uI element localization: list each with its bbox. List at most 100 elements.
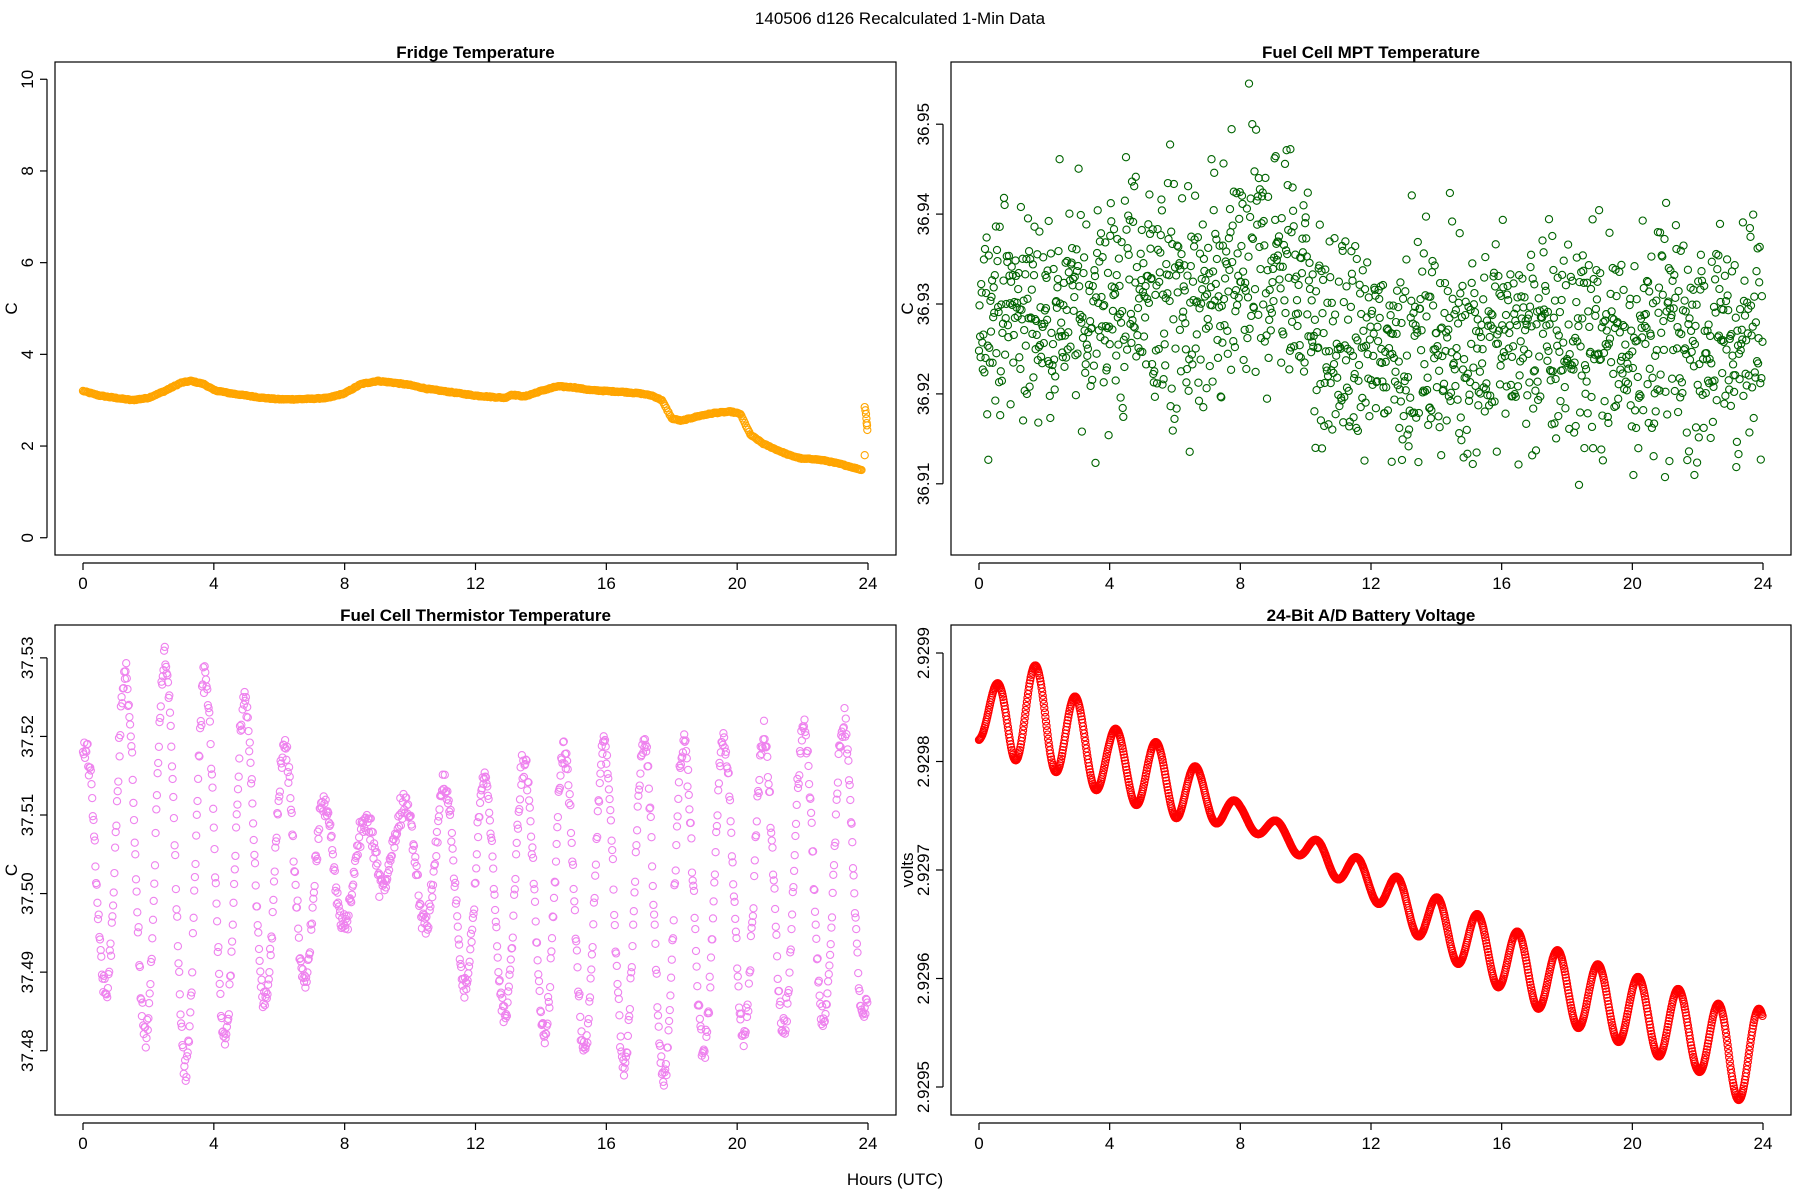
data-point (1208, 267, 1218, 276)
data-point (1426, 292, 1435, 301)
data-point (583, 1038, 592, 1047)
data-point (1045, 391, 1054, 401)
data-point (1003, 257, 1012, 267)
data-point (238, 705, 247, 714)
data-point (683, 782, 692, 791)
data-point (432, 827, 442, 837)
data-point (1147, 274, 1156, 283)
data-point (1471, 381, 1480, 391)
data-point (454, 940, 464, 949)
data-point (1024, 247, 1034, 256)
data-point (1047, 328, 1056, 338)
data-point (373, 859, 382, 868)
data-point (615, 1043, 625, 1052)
data-point (1066, 342, 1075, 351)
data-point (1307, 296, 1316, 305)
data-point (145, 989, 154, 998)
data-point (684, 790, 693, 800)
data-point (1602, 987, 1611, 996)
data-point (1143, 294, 1152, 303)
data-point (112, 821, 121, 830)
data-point (495, 976, 504, 985)
data-point (1251, 367, 1260, 377)
data-point (1302, 234, 1311, 243)
data-point (507, 943, 517, 953)
data-point (1420, 360, 1429, 369)
data-point (1119, 750, 1128, 759)
data-point (1680, 296, 1689, 305)
data-point (285, 772, 294, 781)
data-point (160, 642, 169, 652)
data-point (1478, 345, 1487, 354)
data-point (506, 955, 515, 964)
data-point (1627, 326, 1636, 335)
data-point (1456, 289, 1465, 298)
data-point (1213, 353, 1223, 363)
data-point (1054, 246, 1063, 256)
data-point (116, 731, 125, 740)
data-point (1734, 449, 1743, 459)
data-point (1394, 357, 1403, 366)
data-point (153, 769, 162, 778)
data-point (1725, 334, 1734, 344)
data-point (1426, 414, 1436, 423)
data-point (214, 942, 223, 952)
data-point (860, 451, 869, 460)
data-point (1330, 234, 1339, 243)
data-point (816, 999, 825, 1008)
data-point (731, 927, 741, 936)
data-point (237, 720, 246, 729)
data-point (465, 957, 474, 966)
data-point (1114, 254, 1124, 263)
data-point (1005, 736, 1015, 746)
data-point (1531, 446, 1541, 455)
data-point (647, 862, 657, 871)
data-point (1286, 145, 1295, 154)
data-point (112, 797, 122, 806)
data-point (1140, 313, 1150, 322)
data-point (1560, 382, 1569, 392)
data-point (212, 899, 221, 908)
data-point (190, 872, 200, 882)
data-point (544, 997, 553, 1007)
data-point (1467, 278, 1476, 288)
data-point (1755, 242, 1764, 252)
data-point (1208, 377, 1217, 386)
data-point (1256, 264, 1265, 274)
data-point (621, 1052, 631, 1061)
data-point (1164, 788, 1173, 798)
data-point (1705, 354, 1714, 364)
data-point (985, 343, 994, 352)
data-point (1635, 390, 1644, 399)
data-point (190, 886, 199, 895)
data-point (526, 832, 536, 841)
data-point (741, 1027, 750, 1037)
data-point (1725, 1053, 1734, 1062)
data-point (1703, 326, 1712, 336)
data-point (1604, 339, 1614, 348)
data-point (1398, 294, 1408, 303)
data-point (1070, 272, 1079, 281)
data-point (1640, 321, 1650, 331)
data-point (184, 1037, 194, 1046)
data-point (139, 1021, 148, 1030)
data-point (1626, 401, 1635, 410)
data-point (1704, 1033, 1714, 1042)
data-point (1643, 1007, 1652, 1016)
data-point (1542, 342, 1552, 351)
data-point (1079, 268, 1088, 278)
data-point (1685, 1034, 1695, 1044)
data-point (1549, 265, 1558, 275)
data-point (1473, 315, 1482, 324)
data-point (616, 1032, 625, 1041)
data-point (1462, 425, 1471, 435)
data-point (286, 805, 296, 814)
data-point (1658, 252, 1667, 261)
data-point (154, 742, 164, 751)
data-point (1709, 382, 1718, 392)
data-point (1587, 392, 1596, 402)
data-point (372, 847, 381, 857)
data-point (581, 1044, 590, 1054)
data-point (513, 824, 523, 833)
data-point (1691, 321, 1700, 331)
